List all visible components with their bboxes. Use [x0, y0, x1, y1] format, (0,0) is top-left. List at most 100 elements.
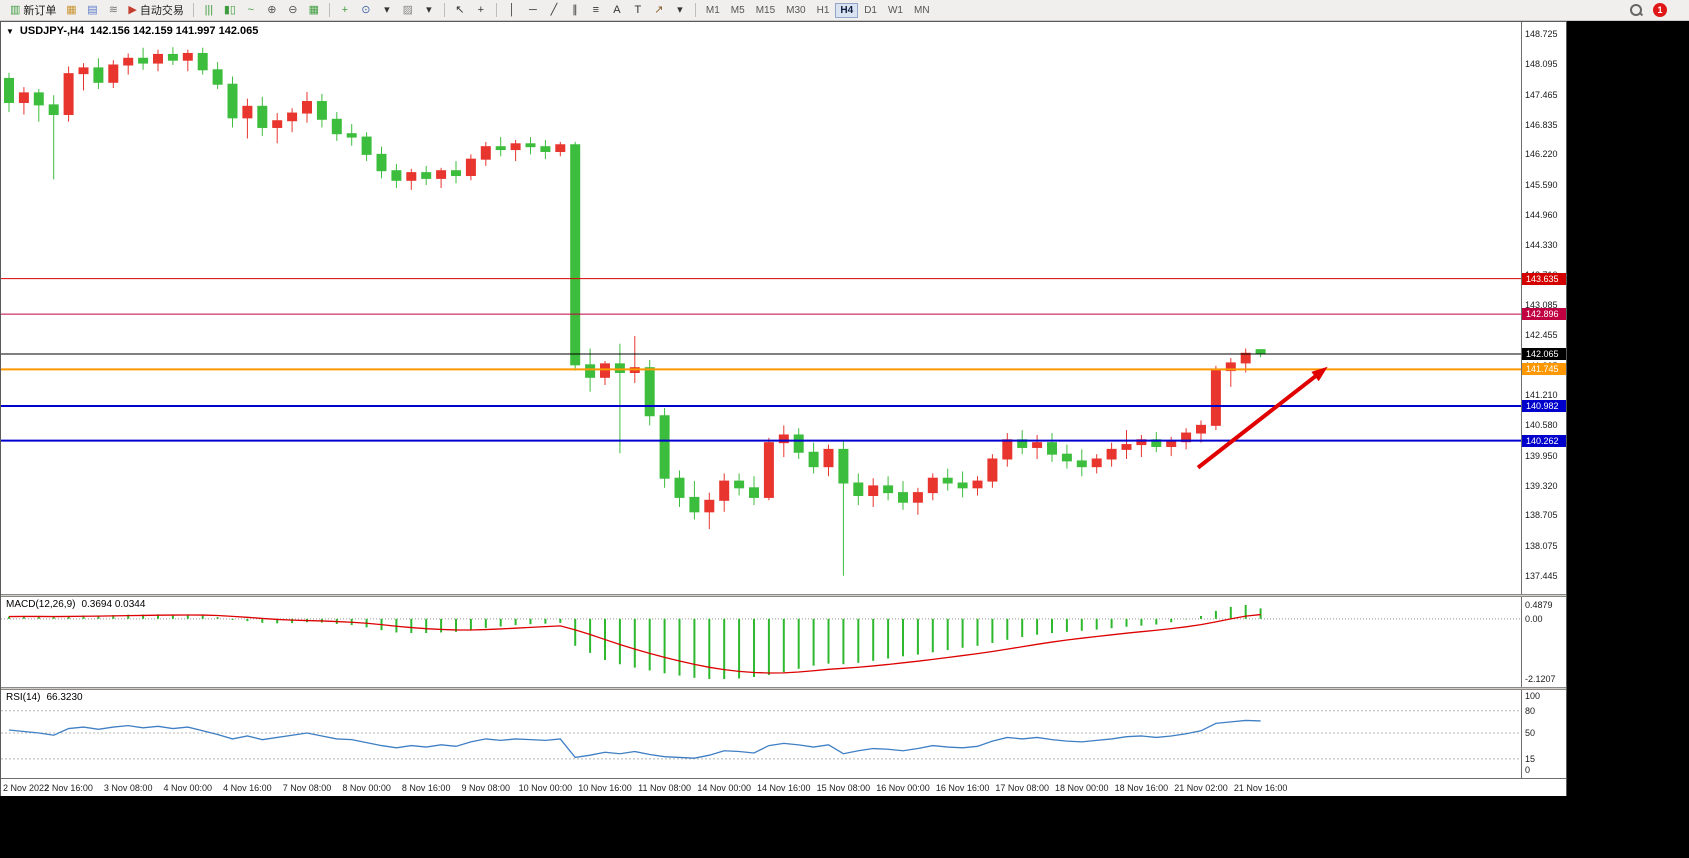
line-chart-icon[interactable]: ~ — [241, 2, 261, 19]
timeframe-h1[interactable]: H1 — [816, 4, 830, 16]
trend-arrow[interactable] — [1196, 366, 1328, 470]
candle — [778, 434, 789, 444]
fibonacci-icon[interactable]: ≡ — [586, 2, 606, 19]
rsi-axis-label: 50 — [1525, 728, 1536, 738]
rsi-axis-label: 0 — [1525, 765, 1531, 775]
candle — [302, 101, 312, 114]
candle — [942, 477, 953, 484]
chevron-down-icon[interactable]: ▼ — [6, 26, 14, 36]
candle — [734, 480, 745, 489]
chart-window-usdjpy: ▼ USDJPY-,H4 142.156 142.159 141.997 142… — [0, 21, 1567, 796]
notification-badge[interactable]: 1 — [1653, 3, 1667, 17]
time-axis-label: 11 Nov 08:00 — [638, 783, 692, 793]
charts-window-icon: ▦ — [66, 4, 77, 16]
signals-icon[interactable]: ≋ — [103, 2, 123, 19]
time-axis-label: 18 Nov 00:00 — [1055, 783, 1109, 793]
templates-icon[interactable]: ▨ — [398, 2, 418, 19]
auto-trading-button[interactable]: ▶ 自动交易 — [124, 1, 187, 19]
candle — [421, 172, 432, 179]
time-axis[interactable]: 2 Nov 2022 2 Nov 16:00 3 Nov 08:00 4 Nov 00… — [1, 778, 1566, 796]
rsi-axis-label: 100 — [1525, 691, 1541, 701]
trendline-icon[interactable]: ╱ — [544, 2, 564, 19]
timeframe-d1[interactable]: D1 — [864, 4, 877, 16]
pane-splitter-2[interactable] — [1, 687, 1566, 690]
clock-icon[interactable]: ⊙ — [356, 2, 376, 19]
text-label-icon[interactable]: T — [628, 2, 648, 19]
candle — [1047, 442, 1057, 455]
candle — [287, 112, 298, 122]
price-axis-label: 146.835 — [1525, 119, 1558, 130]
ohlc-values-label: 142.156 142.159 141.997 142.065 — [90, 25, 259, 37]
candle — [823, 448, 834, 468]
macd-pane[interactable]: MACD(12,26,9) 0.3694 0.0344 0.4879 0.00 -2… — [1, 597, 1566, 687]
arrows-tool-icon[interactable]: ↗ — [649, 2, 669, 19]
bar-chart-icon[interactable]: ||| — [199, 2, 219, 19]
cursor-icon[interactable]: ↖ — [450, 2, 470, 19]
timeframe-m5[interactable]: M5 — [730, 4, 745, 16]
signals-icon: ≋ — [108, 4, 119, 16]
zoom-out-icon[interactable]: ⊖ — [283, 2, 303, 19]
candle — [1121, 444, 1132, 450]
candle — [674, 477, 685, 498]
rsi-axis[interactable]: 100 80 50 15 0 — [1521, 690, 1566, 778]
rsi-name-label: RSI(14) — [6, 692, 41, 703]
candle — [1002, 439, 1013, 460]
new-order-button[interactable]: ▥ 新订单 — [6, 1, 60, 19]
candle — [257, 105, 268, 128]
candle — [763, 442, 774, 498]
timeframe-w1[interactable]: W1 — [887, 4, 903, 16]
timeframe-m30[interactable]: M30 — [786, 4, 806, 16]
zoom-out-icon: ⊖ — [288, 4, 298, 16]
arrows-dropdown-icon[interactable]: ▾ — [670, 2, 690, 19]
time-axis-label: 7 Nov 08:00 — [282, 783, 332, 793]
candle — [78, 67, 89, 75]
macd-axis[interactable]: 0.4879 0.00 -2.1207 — [1521, 597, 1566, 687]
rsi-values-label: 66.3230 — [46, 692, 83, 703]
symbol-period-label: USDJPY-,H4 — [19, 25, 85, 37]
market-watch-icon[interactable]: ▤ — [82, 2, 102, 19]
timeframe-m15[interactable]: M15 — [755, 4, 776, 16]
price-axis-label: 142.455 — [1525, 330, 1558, 341]
time-axis-label: 3 Nov 08:00 — [103, 783, 153, 793]
macd-signal-line — [8, 613, 1261, 674]
price-axis[interactable]: 148.725 148.095 147.465 146.835 146.220 145.5… — [1521, 22, 1566, 594]
new-order-button-label: 新订单 — [23, 5, 57, 17]
templates-dropdown-icon[interactable]: ▾ — [419, 2, 439, 19]
price-tag-support-2: 140.262 — [1522, 434, 1566, 447]
vertical-line-icon[interactable]: │ — [502, 2, 522, 19]
fibonacci-icon: ≡ — [592, 4, 600, 16]
time-axis-label: 8 Nov 16:00 — [401, 783, 451, 793]
zoom-in-icon[interactable]: ⊕ — [262, 2, 282, 19]
timeframe-h4[interactable]: H4 — [835, 2, 859, 18]
candlestick-chart-icon[interactable]: ▮▯ — [220, 2, 240, 19]
candle — [480, 146, 491, 160]
timeframe-mn[interactable]: MN — [913, 4, 930, 16]
horizontal-line-icon[interactable]: ─ — [523, 2, 543, 19]
crosshair-icon[interactable]: + — [471, 2, 491, 19]
rsi-pane[interactable]: RSI(14) 66.3230 100 80 50 15 0 — [1, 690, 1566, 778]
macd-axis-label: 0.00 — [1525, 613, 1543, 624]
price-axis-label: 148.725 — [1525, 29, 1558, 39]
time-axis-label: 2 Nov 16:00 — [44, 783, 93, 793]
new-chart-icon[interactable]: + — [335, 2, 355, 19]
pane-splitter-1[interactable] — [1, 594, 1566, 597]
price-axis-label: 139.320 — [1525, 480, 1558, 491]
price-pane[interactable]: ▼ USDJPY-,H4 142.156 142.159 141.997 142… — [1, 22, 1566, 594]
chart-header[interactable]: ▼ USDJPY-,H4 142.156 142.159 141.997 142… — [6, 25, 258, 37]
text-icon[interactable]: A — [607, 2, 627, 19]
rsi-axis-label: 15 — [1525, 753, 1536, 764]
macd-axis-label: 0.4879 — [1525, 600, 1553, 610]
price-axis-label: 140.580 — [1525, 420, 1558, 431]
candle — [853, 482, 864, 497]
search-icon[interactable] — [1629, 3, 1643, 17]
auto-trading-button-icon: ▶ — [128, 4, 137, 16]
candle — [510, 143, 521, 151]
tile-windows-icon[interactable]: ▦ — [304, 2, 324, 19]
chart-options-dropdown-icon[interactable]: ▾ — [377, 2, 397, 19]
timeframe-m1[interactable]: M1 — [705, 4, 720, 16]
tile-windows-icon: ▦ — [308, 4, 320, 16]
time-axis-label: 17 Nov 08:00 — [995, 783, 1049, 793]
charts-window-icon[interactable]: ▦ — [61, 2, 81, 19]
equidistant-channel-icon[interactable]: ∥ — [565, 2, 585, 19]
market-watch-icon: ▤ — [87, 4, 98, 16]
